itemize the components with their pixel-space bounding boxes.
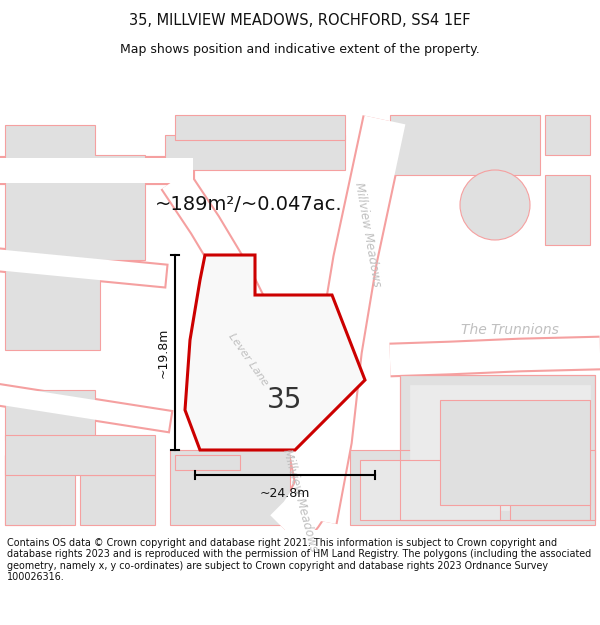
Polygon shape bbox=[185, 255, 365, 450]
Polygon shape bbox=[175, 115, 345, 140]
Polygon shape bbox=[545, 175, 590, 245]
Ellipse shape bbox=[460, 170, 530, 240]
Polygon shape bbox=[5, 125, 145, 260]
Polygon shape bbox=[545, 115, 590, 155]
Polygon shape bbox=[410, 385, 590, 510]
Polygon shape bbox=[390, 115, 540, 175]
Text: The Trunnions: The Trunnions bbox=[461, 323, 559, 337]
Polygon shape bbox=[5, 455, 60, 525]
Polygon shape bbox=[510, 460, 590, 520]
Text: ~19.8m: ~19.8m bbox=[157, 328, 170, 378]
Polygon shape bbox=[5, 455, 75, 525]
Text: 35, MILLVIEW MEADOWS, ROCHFORD, SS4 1EF: 35, MILLVIEW MEADOWS, ROCHFORD, SS4 1EF bbox=[129, 13, 471, 28]
Text: Millview Meadows: Millview Meadows bbox=[280, 447, 320, 553]
Polygon shape bbox=[175, 455, 240, 470]
Polygon shape bbox=[360, 460, 500, 520]
Polygon shape bbox=[165, 135, 345, 170]
Polygon shape bbox=[5, 435, 155, 475]
Text: ~189m²/~0.047ac.: ~189m²/~0.047ac. bbox=[155, 196, 343, 214]
Polygon shape bbox=[5, 390, 95, 440]
Polygon shape bbox=[350, 450, 595, 525]
Polygon shape bbox=[400, 375, 595, 520]
Polygon shape bbox=[170, 450, 290, 525]
Text: 35: 35 bbox=[268, 386, 302, 414]
Text: Map shows position and indicative extent of the property.: Map shows position and indicative extent… bbox=[120, 43, 480, 56]
Text: Contains OS data © Crown copyright and database right 2021. This information is : Contains OS data © Crown copyright and d… bbox=[7, 538, 592, 582]
Text: Lever Lane: Lever Lane bbox=[226, 332, 270, 388]
Polygon shape bbox=[440, 400, 590, 505]
Text: Millview Meadows: Millview Meadows bbox=[352, 182, 383, 288]
Polygon shape bbox=[80, 475, 155, 525]
Text: ~24.8m: ~24.8m bbox=[260, 487, 310, 500]
Polygon shape bbox=[5, 270, 100, 350]
